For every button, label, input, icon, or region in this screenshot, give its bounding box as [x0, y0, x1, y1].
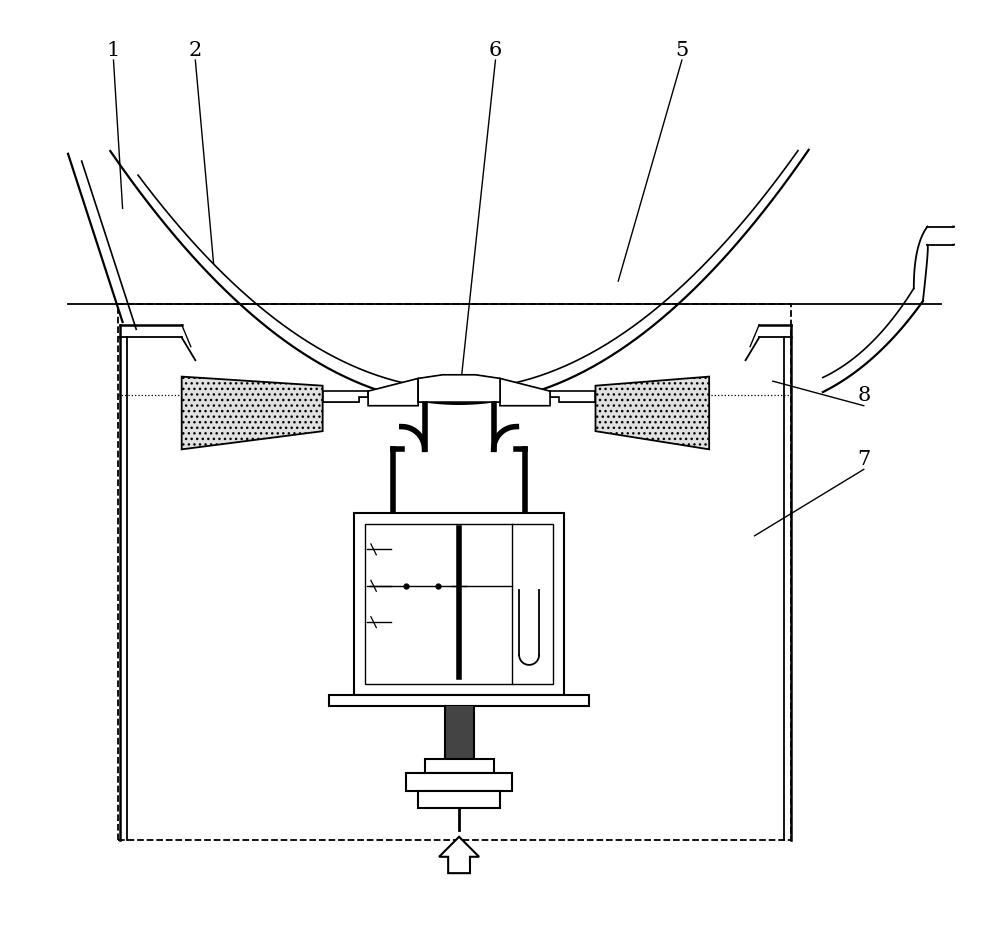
Polygon shape [418, 375, 500, 402]
Text: 8: 8 [857, 386, 870, 405]
Text: 5: 5 [675, 41, 689, 59]
Polygon shape [323, 392, 368, 402]
Bar [329, 695, 589, 706]
Text: 1: 1 [107, 41, 120, 59]
Bar [445, 706, 474, 758]
Polygon shape [323, 392, 368, 402]
Polygon shape [368, 379, 418, 406]
Bar [406, 773, 512, 792]
Polygon shape [418, 375, 500, 402]
Bar [118, 304, 791, 841]
Polygon shape [550, 392, 595, 402]
Text: 6: 6 [489, 41, 502, 59]
Polygon shape [368, 379, 418, 406]
Bar [425, 758, 494, 773]
Polygon shape [182, 377, 323, 450]
Bar [418, 792, 500, 807]
Polygon shape [500, 379, 550, 406]
Text: 7: 7 [857, 450, 870, 468]
Polygon shape [439, 837, 479, 873]
Text: 2: 2 [189, 41, 202, 59]
Polygon shape [595, 377, 709, 450]
Bar [365, 525, 553, 684]
Polygon shape [550, 392, 595, 402]
Bar [354, 514, 564, 695]
Polygon shape [500, 379, 550, 406]
